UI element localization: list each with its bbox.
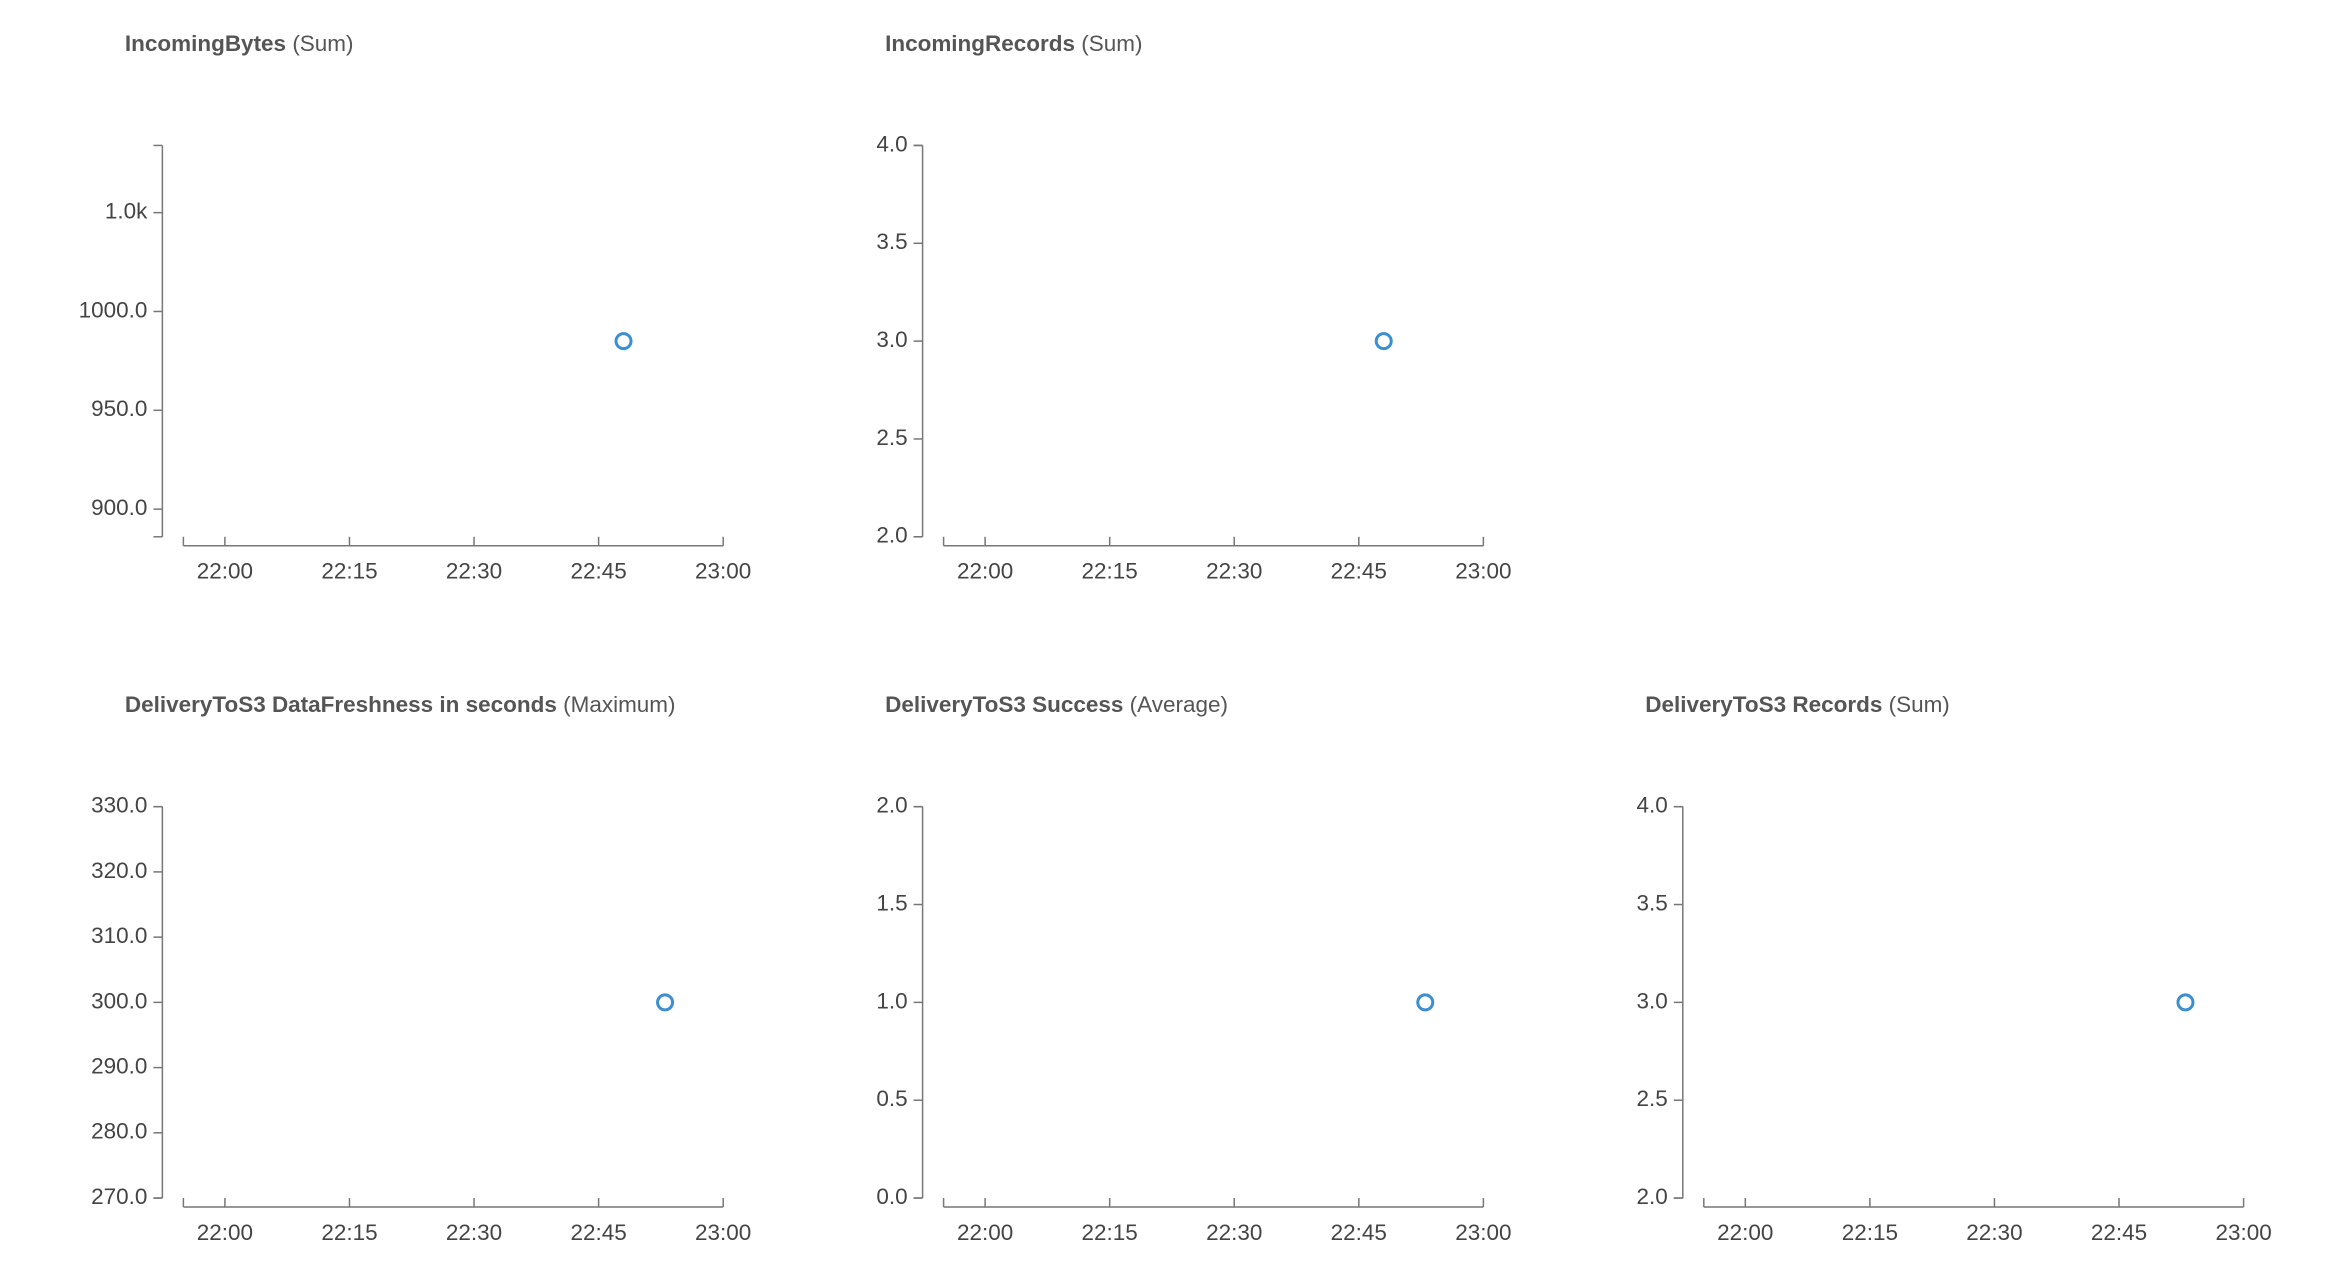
- x-tick-label: 22:30: [1966, 1220, 2022, 1245]
- y-tick-label: 4.0: [1637, 793, 1668, 818]
- y-tick-label: 1.0: [876, 988, 907, 1013]
- chart-title: IncomingBytes (Sum): [125, 31, 354, 56]
- y-tick-label: 1.5: [876, 890, 907, 915]
- chart-panel: IncomingBytes (Sum) 900.0 950.0 1000.0 1.0k 2…: [79, 31, 752, 584]
- chart-title: DeliveryToS3 Success (Average): [885, 692, 1228, 717]
- x-tick-label: 22:45: [570, 1220, 626, 1245]
- chart-panel: DeliveryToS3 Success (Average) 0.0 0.5 1.0 1…: [876, 692, 1511, 1245]
- y-tick-label: 2.0: [876, 523, 907, 548]
- y-tick-label: 330.0: [91, 793, 147, 818]
- y-tick-label: 900.0: [91, 495, 147, 520]
- x-tick-label: 22:30: [446, 559, 502, 584]
- data-point: [1416, 993, 1435, 1012]
- y-tick-label: 3.5: [1637, 890, 1668, 915]
- x-tick-label: 22:15: [321, 559, 377, 584]
- y-tick-label: 2.0: [876, 793, 907, 818]
- x-tick-label: 22:00: [197, 1220, 253, 1245]
- statistic: (Sum): [1882, 692, 1949, 717]
- x-tick-label: 22:45: [1331, 559, 1387, 584]
- data-point: [656, 993, 675, 1012]
- x-tick-label: 22:15: [1082, 559, 1138, 584]
- x-tick-label: 22:45: [570, 559, 626, 584]
- y-tick-label: 1.0k: [105, 199, 148, 224]
- data-point: [614, 332, 633, 351]
- metric-name: DeliveryToS3 DataFreshness in seconds: [125, 692, 557, 717]
- x-tick-label: 22:00: [197, 559, 253, 584]
- x-tick-label: 22:30: [1206, 559, 1262, 584]
- y-tick-label: 950.0: [91, 396, 147, 421]
- data-point: [2176, 993, 2195, 1012]
- y-tick-label: 2.0: [1637, 1184, 1668, 1209]
- x-tick-label: 23:00: [1455, 1220, 1511, 1245]
- statistic: (Average): [1123, 692, 1228, 717]
- y-tick-label: 270.0: [91, 1184, 147, 1209]
- x-tick-label: 22:30: [1206, 1220, 1262, 1245]
- metric-name: DeliveryToS3 Records: [1645, 692, 1882, 717]
- x-tick-label: 23:00: [2215, 1220, 2271, 1245]
- y-tick-label: 310.0: [91, 923, 147, 948]
- y-tick-label: 3.0: [876, 327, 907, 352]
- chart-title: IncomingRecords (Sum): [885, 31, 1142, 56]
- y-tick-label: 4.0: [876, 131, 907, 156]
- metric-name: IncomingRecords: [885, 31, 1075, 56]
- y-tick-label: 300.0: [91, 988, 147, 1013]
- x-tick-label: 22:45: [2091, 1220, 2147, 1245]
- x-tick-label: 22:00: [1717, 1220, 1773, 1245]
- y-tick-label: 290.0: [91, 1054, 147, 1079]
- data-point: [1374, 332, 1393, 351]
- x-tick-label: 23:00: [695, 559, 751, 584]
- x-tick-label: 22:00: [957, 1220, 1013, 1245]
- metric-name: IncomingBytes: [125, 31, 286, 56]
- statistic: (Sum): [286, 31, 353, 56]
- x-tick-label: 22:15: [1082, 1220, 1138, 1245]
- y-tick-label: 2.5: [1637, 1086, 1668, 1111]
- y-tick-label: 280.0: [91, 1119, 147, 1144]
- y-tick-label: 3.0: [1637, 988, 1668, 1013]
- x-tick-label: 23:00: [695, 1220, 751, 1245]
- y-tick-label: 320.0: [91, 858, 147, 883]
- x-tick-label: 22:15: [1842, 1220, 1898, 1245]
- y-tick-label: 0.0: [876, 1184, 907, 1209]
- x-tick-label: 22:45: [1331, 1220, 1387, 1245]
- y-tick-label: 2.5: [876, 425, 907, 450]
- x-tick-label: 22:00: [957, 559, 1013, 584]
- chart-title: DeliveryToS3 DataFreshness in seconds (M…: [125, 692, 676, 717]
- statistic: (Sum): [1075, 31, 1142, 56]
- y-tick-label: 0.5: [876, 1086, 907, 1111]
- y-tick-label: 3.5: [876, 229, 907, 254]
- statistic: (Maximum): [557, 692, 676, 717]
- metric-name: DeliveryToS3 Success: [885, 692, 1123, 717]
- chart-panel: IncomingRecords (Sum) 2.0 2.5 3.0 3.5 4.0 22:0…: [876, 31, 1511, 584]
- x-tick-label: 23:00: [1455, 559, 1511, 584]
- x-tick-label: 22:30: [446, 1220, 502, 1245]
- chart-title: DeliveryToS3 Records (Sum): [1645, 692, 1950, 717]
- chart-panel: DeliveryToS3 Records (Sum) 2.0 2.5 3.0 3.5 4.…: [1637, 692, 2272, 1245]
- x-tick-label: 22:15: [321, 1220, 377, 1245]
- y-tick-label: 1000.0: [79, 297, 148, 322]
- chart-panel: DeliveryToS3 DataFreshness in seconds (M…: [91, 692, 751, 1245]
